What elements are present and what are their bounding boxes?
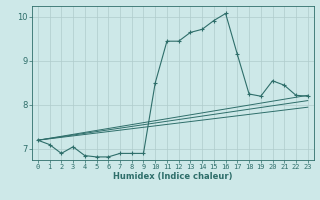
X-axis label: Humidex (Indice chaleur): Humidex (Indice chaleur) xyxy=(113,172,233,181)
